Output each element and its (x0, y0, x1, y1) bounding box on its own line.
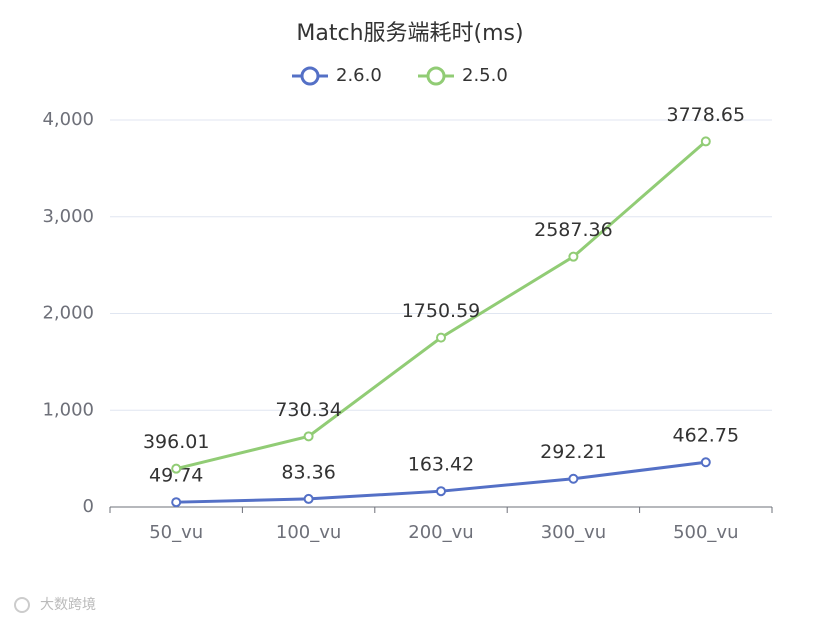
data-label: 1750.59 (402, 300, 481, 322)
x-tick-label: 50_vu (149, 522, 203, 543)
y-tick-label: 1,000 (42, 399, 94, 420)
watermark-icon (14, 597, 30, 613)
y-tick-label: 4,000 (42, 109, 94, 130)
data-point (436, 486, 446, 497)
data-label: 292.21 (540, 441, 606, 463)
legend-icon[interactable] (300, 66, 320, 86)
data-label: 730.34 (275, 399, 341, 421)
data-point (171, 463, 182, 474)
data-label: 2587.36 (534, 219, 613, 241)
data-label: 163.42 (408, 454, 474, 476)
x-tick-label: 100_vu (276, 522, 341, 543)
chart-title: Match服务端耗时(ms) (296, 21, 523, 46)
data-point (700, 457, 711, 468)
data-point (568, 251, 579, 262)
data-point (303, 493, 314, 504)
data-point (171, 497, 182, 508)
data-label: 49.74 (149, 465, 203, 487)
legend-label[interactable]: 2.5.0 (462, 65, 508, 86)
data-label: 462.75 (673, 425, 739, 447)
y-tick-label: 2,000 (42, 303, 94, 324)
data-point (436, 332, 446, 343)
legend-label[interactable]: 2.6.0 (336, 65, 382, 86)
y-tick-label: 0 (83, 496, 94, 517)
x-tick-label: 300_vu (541, 522, 606, 543)
x-tick-label: 500_vu (673, 522, 738, 543)
x-tick-label: 200_vu (408, 522, 473, 543)
data-point (568, 473, 579, 484)
data-label: 83.36 (281, 461, 335, 483)
y-tick-label: 3,000 (42, 206, 94, 227)
legend-icon[interactable] (426, 66, 446, 86)
data-label: 396.01 (143, 431, 209, 453)
data-point (700, 136, 711, 147)
watermark: 大数跨境 (40, 597, 96, 613)
data-point (303, 431, 314, 442)
data-label: 3778.65 (667, 104, 746, 126)
